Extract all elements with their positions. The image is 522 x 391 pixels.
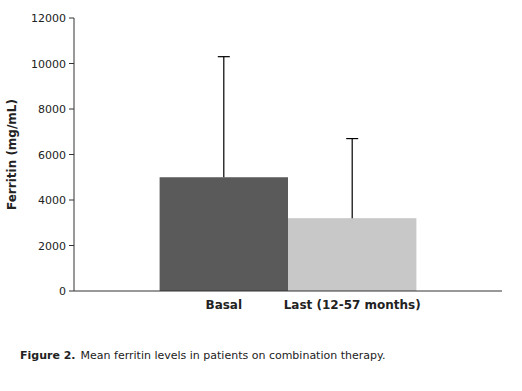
bar: [288, 218, 416, 291]
y-tick-label: 8000: [38, 103, 66, 116]
y-tick-label: 2000: [38, 240, 66, 253]
x-tick-label: Basal: [205, 298, 242, 312]
y-tick: [69, 154, 74, 155]
y-tick: [69, 291, 74, 292]
bar: [160, 177, 288, 291]
y-tick: [69, 109, 74, 110]
error-bar-cap: [346, 138, 358, 139]
error-bar: [346, 139, 358, 219]
y-tick-label: 12000: [31, 12, 66, 25]
y-tick-label: 0: [59, 285, 66, 298]
marks: [160, 57, 417, 291]
y-tick-label: 10000: [31, 58, 66, 71]
caption-part: Figure 2.: [20, 349, 76, 362]
error-bar-stem: [352, 139, 353, 219]
caption-part: Mean ferritin levels in patients on comb…: [81, 349, 386, 362]
x-axis: Basal Last (12-57 months): [74, 291, 502, 312]
y-axis-label: Ferritin (mg/mL): [5, 99, 19, 210]
y-tick: [69, 245, 74, 246]
chart: 0 2000 4000 6000 8000 10000 12000 Ferritin (mg/…: [0, 0, 522, 391]
x-axis-line: [74, 291, 502, 292]
y-tick-label: 4000: [38, 194, 66, 207]
y-tick-label: 6000: [38, 149, 66, 162]
y-tick: [69, 200, 74, 201]
error-bar-cap: [218, 56, 230, 57]
y-tick: [69, 63, 74, 64]
chart-container: 0 2000 4000 6000 8000 10000 12000 Ferritin (mg/…: [0, 0, 522, 391]
y-axis: 0 2000 4000 6000 8000 10000 12000: [31, 12, 74, 298]
x-tick-label: Last (12-57 months): [284, 298, 421, 312]
error-bar: [218, 57, 230, 178]
error-bar-stem: [223, 57, 224, 178]
y-tick: [69, 18, 74, 19]
caption: Figure 2. Mean ferritin levels in patient…: [20, 349, 385, 362]
